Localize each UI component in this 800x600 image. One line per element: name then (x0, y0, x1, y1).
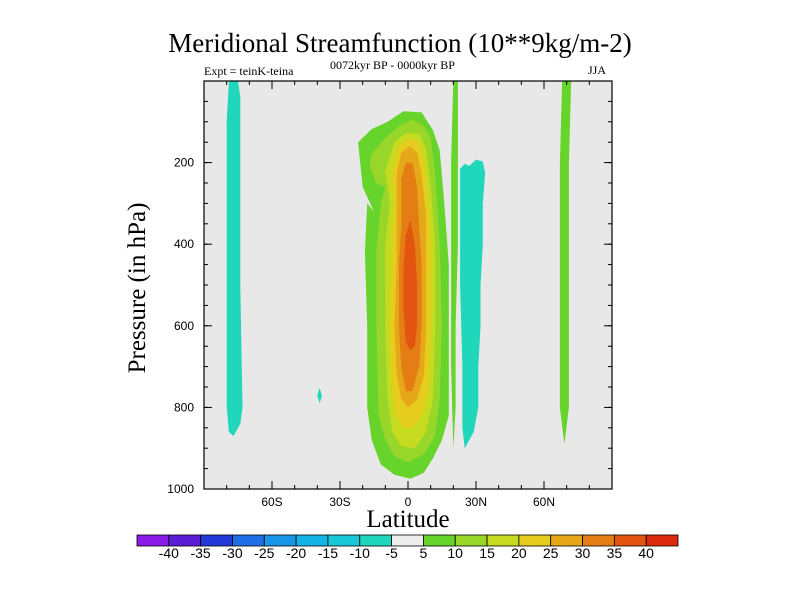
colorbar-label: -40 (158, 545, 179, 561)
x-tick-label: 60S (261, 495, 282, 509)
x-tick-label: 30N (465, 495, 487, 509)
season-label: JJA (588, 63, 607, 77)
colorbar-label: -15 (317, 545, 338, 561)
experiment-label: Expt = teinK-teina (204, 64, 294, 78)
colorbar-label: 30 (574, 545, 591, 561)
y-tick-label: 800 (174, 400, 194, 414)
y-axis-label: Pressure (in hPa) (124, 202, 151, 374)
contour-region-4 (451, 81, 458, 449)
colorbar-label: 40 (638, 545, 654, 561)
colorbar-label: -20 (285, 545, 307, 561)
colorbar-label: -10 (349, 545, 370, 561)
contour-region-0 (226, 81, 243, 436)
x-axis-label: Latitude (366, 506, 450, 533)
colorbar-label: 35 (606, 545, 623, 561)
y-tick-label: 600 (174, 319, 194, 333)
contour-region-5 (559, 81, 572, 445)
y-tick-label: 1000 (167, 482, 194, 496)
colorbar-label: 5 (419, 545, 428, 561)
contour-region-2 (460, 159, 486, 449)
colorbar-swatch-16 (645, 534, 679, 547)
contour-region-11 (403, 219, 418, 351)
colorbar (136, 534, 679, 547)
contour-region-1 (317, 387, 322, 404)
x-tick-label: 60N (533, 495, 555, 509)
contour-regions (226, 81, 572, 479)
colorbar-label: -5 (385, 545, 398, 561)
x-tick-label: 0 (405, 495, 412, 509)
colorbar-label: -30 (222, 545, 243, 561)
y-tick-label: 400 (174, 237, 194, 251)
colorbar-label: 25 (542, 545, 559, 561)
chart-title: Meridional Streamfunction (10**9kg/m-2) (168, 28, 632, 58)
x-tick-label: 30S (329, 495, 350, 509)
colorbar-label: 10 (447, 545, 463, 561)
colorbar-label: 20 (511, 545, 527, 561)
y-tick-label: 200 (174, 156, 194, 170)
axis-ticks: 60S 30S 0 30N 60N 200 400 600 800 1000 (167, 81, 612, 509)
colorbar-label: -25 (254, 545, 275, 561)
colorbar-label: 15 (479, 545, 495, 561)
colorbar-label: -35 (190, 545, 211, 561)
time-range-label: 0072kyr BP - 0000kyr BP (330, 58, 455, 72)
